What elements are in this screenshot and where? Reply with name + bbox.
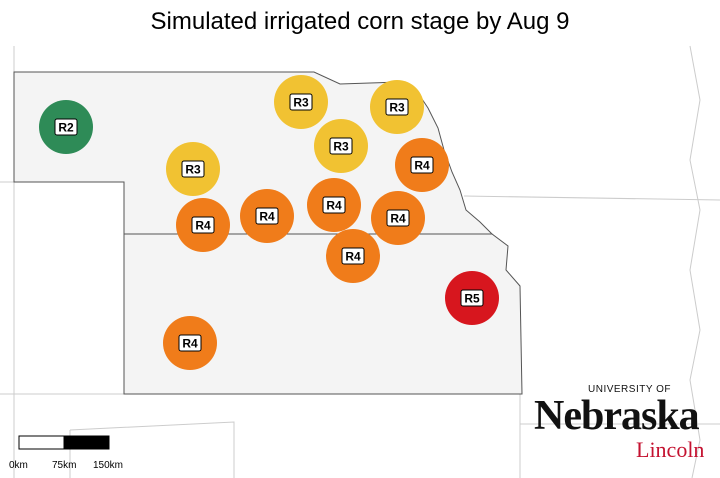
logo-lincoln-text: Lincoln [636, 437, 705, 462]
unl-logo: UNIVERSITY OF Nebraska Lincoln [534, 384, 704, 464]
stage-label-box [54, 118, 78, 136]
stage-label: R3 [389, 101, 405, 115]
site-marker-r4: R4 [240, 189, 294, 243]
site-marker-r4: R4 [307, 178, 361, 232]
logo-university-text: UNIVERSITY OF [588, 384, 671, 395]
stage-label-box [178, 334, 202, 352]
border-line [463, 195, 720, 201]
stage-label: R4 [390, 212, 406, 226]
map-title: Simulated irrigated corn stage by Aug 9 [150, 8, 570, 35]
stage-label: R2 [58, 121, 74, 135]
stage-label-box [386, 209, 410, 227]
neighbor-borders [0, 45, 720, 478]
stage-label: R4 [326, 199, 342, 213]
border-line [689, 45, 701, 478]
stage-label-box [385, 98, 409, 116]
site-marker-r4: R4 [371, 191, 425, 245]
site-marker-r3: R3 [370, 80, 424, 134]
site-marker-r4: R4 [395, 138, 449, 192]
site-marker-r4: R4 [326, 229, 380, 283]
stage-label: R4 [414, 159, 430, 173]
stage-label: R3 [185, 163, 201, 177]
site-marker-r2: R2 [39, 100, 93, 154]
stage-label: R4 [182, 337, 198, 351]
stage-label: R3 [333, 140, 349, 154]
stage-label: R5 [464, 292, 480, 306]
stage-label-box [191, 216, 215, 234]
stage-label-box [410, 156, 434, 174]
logo-nebraska-text: Nebraska [534, 393, 700, 439]
scale-segment-black [63, 435, 110, 450]
scale-segment-white [18, 435, 65, 450]
stage-label-box [329, 137, 353, 155]
stage-label-box [289, 93, 313, 111]
stage-label: R4 [345, 250, 361, 264]
stage-label: R4 [195, 219, 211, 233]
stage-label: R4 [259, 210, 275, 224]
site-marker-r4: R4 [163, 316, 217, 370]
stage-label: R3 [293, 96, 309, 110]
border-line [69, 421, 235, 478]
kansas-state [123, 233, 523, 395]
scale-label-75: 75km [52, 460, 77, 471]
stage-label-box [181, 160, 205, 178]
stage-label-box [341, 247, 365, 265]
site-marker-r3: R3 [314, 119, 368, 173]
scale-label-150: 150km [93, 460, 124, 471]
site-marker-r3: R3 [166, 142, 220, 196]
site-marker-r4: R4 [176, 198, 230, 252]
scale-label-0: 0km [9, 460, 28, 471]
scale-bar [18, 435, 110, 450]
site-marker-r3: R3 [274, 75, 328, 129]
site-marker-r5: R5 [445, 271, 499, 325]
sites-layer: R2 R3 R3 R3 R3 R4 R4 R4 R4 R4 R4 R4 R5 [39, 75, 499, 370]
stage-label-box [460, 289, 484, 307]
stage-label-box [255, 207, 279, 225]
stage-label-box [322, 196, 346, 214]
